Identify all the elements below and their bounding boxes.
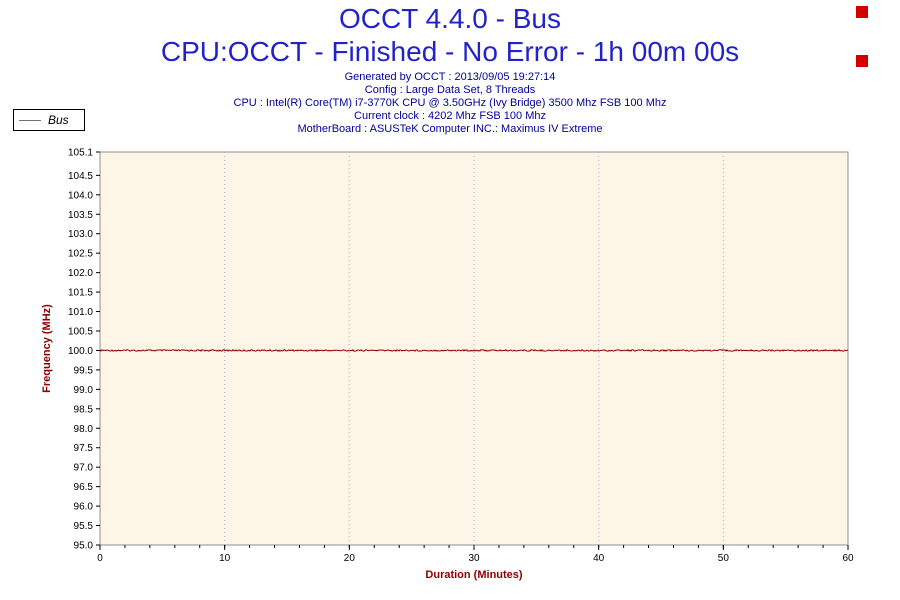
report-title: OCCT 4.4.0 - Bus xyxy=(338,3,561,34)
system-info: Generated by OCCT : 2013/09/05 19:27:14 C… xyxy=(0,71,900,136)
y-tick-label: 99.5 xyxy=(74,365,94,376)
y-axis-title: Frequency (MHz) xyxy=(41,304,53,393)
y-tick-label: 95.0 xyxy=(74,541,94,552)
y-tick-label: 104.5 xyxy=(68,171,93,182)
system-info-line: Config : Large Data Set, 8 Threads xyxy=(364,84,536,96)
y-tick-label: 100.5 xyxy=(68,326,93,337)
x-tick-label: 20 xyxy=(344,553,356,564)
x-tick-label: 0 xyxy=(97,553,103,564)
red-marker-top xyxy=(856,6,868,18)
y-tick-label: 101.0 xyxy=(68,307,93,318)
red-marker-bottom xyxy=(856,55,868,67)
system-info-line: Generated by OCCT : 2013/09/05 19:27:14 xyxy=(344,71,556,83)
legend-line-sample xyxy=(19,119,41,121)
report-header: OCCT 4.4.0 - Bus CPU:OCCT - Finished - N… xyxy=(0,2,900,136)
x-axis-title: Duration (Minutes) xyxy=(425,569,522,581)
legend-label: Bus xyxy=(48,113,69,127)
y-tick-label: 98.0 xyxy=(74,424,94,435)
x-tick-label: 60 xyxy=(842,553,854,564)
legend: Bus xyxy=(13,109,85,131)
bus-frequency-line xyxy=(99,348,849,352)
y-tick-label: 98.5 xyxy=(74,404,94,415)
y-tick-label: 103.5 xyxy=(68,210,93,221)
y-tick-label: 97.5 xyxy=(74,443,94,454)
y-tick-label: 102.5 xyxy=(68,249,93,260)
y-tick-label: 96.0 xyxy=(74,502,94,513)
system-info-line: MotherBoard : ASUSTeK Computer INC.: Max… xyxy=(297,123,603,135)
y-tick-label: 104.0 xyxy=(68,190,93,201)
x-tick-label: 50 xyxy=(718,553,730,564)
y-tick-label: 95.5 xyxy=(74,521,94,532)
y-tick-label: 96.5 xyxy=(74,482,94,493)
y-tick-label: 103.0 xyxy=(68,229,93,240)
y-tick-label: 100.0 xyxy=(68,346,93,357)
system-info-line: CPU : Intel(R) Core(TM) i7-3770K CPU @ 3… xyxy=(233,97,667,109)
y-tick-label: 99.0 xyxy=(74,385,94,396)
x-tick-label: 30 xyxy=(468,553,480,564)
report-status-line: CPU:OCCT - Finished - No Error - 1h 00m … xyxy=(160,36,740,67)
y-tick-label: 97.0 xyxy=(74,463,94,474)
y-tick-label: 101.5 xyxy=(68,288,93,299)
x-tick-label: 10 xyxy=(219,553,231,564)
y-tick-label: 105.1 xyxy=(68,148,93,159)
y-tick-label: 102.0 xyxy=(68,268,93,279)
system-info-line: Current clock : 4202 Mhz FSB 100 Mhz xyxy=(354,110,546,122)
x-tick-label: 40 xyxy=(593,553,605,564)
